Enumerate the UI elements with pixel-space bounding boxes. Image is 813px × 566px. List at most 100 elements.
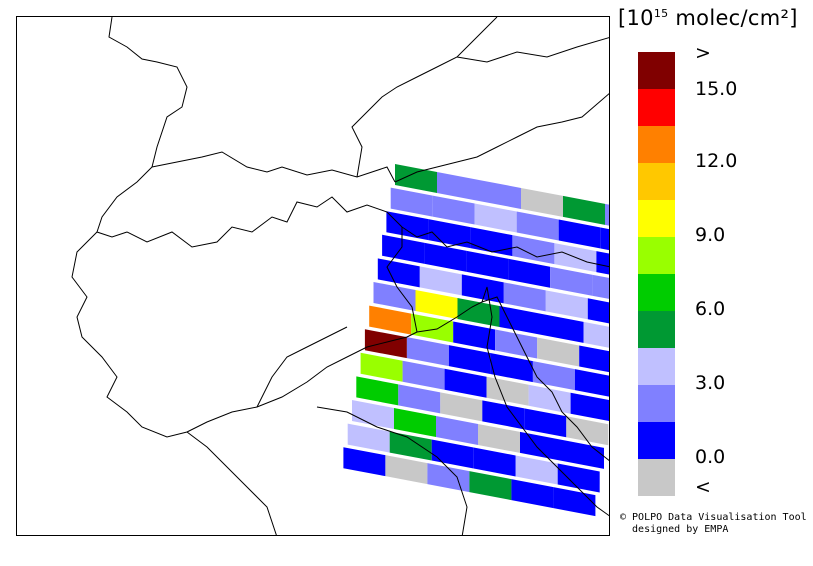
swath-pixel [461, 274, 504, 304]
border-emilia [316, 406, 468, 535]
legend-title-exponent: 15 [653, 7, 669, 20]
swath-pixel [427, 463, 470, 493]
border-swiss-south [126, 196, 403, 248]
swath-pixel [550, 266, 593, 296]
swath-pixel [436, 415, 478, 445]
legend-label: 12.0 [695, 150, 738, 172]
swath-pixel [508, 258, 551, 288]
swath-pixel [545, 290, 588, 320]
border-inland-1 [256, 326, 348, 408]
credit-text: © POLPO Data Visualisation Tool designed… [620, 512, 807, 536]
legend-swatch [638, 274, 675, 311]
swath-pixel [356, 376, 399, 406]
swath-pixel [347, 423, 390, 453]
border-inland-2 [386, 227, 418, 333]
swath-pixel [415, 289, 458, 319]
swath-pixel [479, 179, 521, 209]
swath-pixel [352, 400, 394, 429]
coast-adriatic-west [416, 286, 609, 517]
swath-pixel [389, 431, 432, 461]
swath-pixel [431, 439, 474, 469]
swath-pixel [490, 353, 533, 383]
legend-label: 9.0 [695, 224, 726, 246]
swath-pixel [448, 345, 491, 375]
legend-title: [1015 molec/cm²] [618, 6, 798, 30]
country-borders [71, 17, 609, 535]
swath-pixel [587, 298, 609, 324]
legend-swatch [638, 126, 675, 163]
legend-swatch [638, 163, 675, 200]
border-swiss-west [96, 166, 153, 238]
swath-pixel [592, 274, 609, 299]
swath-pixel [432, 195, 475, 225]
swath-pixel [596, 251, 609, 275]
swath-pixel [390, 187, 433, 217]
swath-pixel [440, 392, 483, 422]
swath-pixel [360, 352, 403, 382]
swath-pixel [470, 227, 513, 257]
border-czech [456, 37, 609, 63]
swath-pixel [343, 447, 386, 477]
swath-pixel [424, 242, 467, 272]
swath-pixel [516, 211, 559, 241]
swath-pixel [605, 203, 609, 226]
swath-pixel [385, 455, 428, 485]
swath-pixel [369, 305, 412, 335]
swath-pixel [406, 337, 449, 367]
legend-title-unit: molec/cm²] [668, 6, 798, 30]
swath-pixel [364, 329, 407, 359]
swath-pixel [566, 416, 609, 446]
border-swiss-north [151, 151, 396, 183]
swath-pixel [419, 266, 462, 296]
legend-swatch [638, 385, 675, 422]
coast-adriatic-east [481, 296, 609, 462]
swath-pixel [583, 321, 609, 348]
legend-swatch [638, 459, 675, 496]
legend-label: 15.0 [695, 78, 738, 100]
swath-pixel [444, 368, 487, 398]
legend-label: 3.0 [695, 372, 726, 394]
swath-pixel [398, 384, 441, 414]
swath-pixel [512, 235, 555, 265]
legend-label: 0.0 [695, 446, 726, 468]
swath-pixel [503, 282, 546, 312]
legend-swatch [638, 200, 675, 237]
legend-label: > [695, 42, 711, 64]
legend-swatch [638, 89, 675, 126]
swath-pixel [520, 431, 562, 461]
legend-swatch [638, 311, 675, 348]
swath-pixel [402, 360, 445, 390]
legend-swatch [638, 237, 675, 274]
legend-title-base: [10 [618, 6, 654, 30]
swath-pixel [521, 187, 563, 217]
swath-pixel [478, 423, 520, 453]
swath-pixel [515, 455, 558, 485]
swath-pixel [495, 329, 538, 359]
border-slovenia [401, 226, 609, 268]
credit-line-1: © POLPO Data Visualisation Tool [620, 512, 807, 523]
border-germany-north [351, 17, 498, 178]
swath-pixel [469, 471, 512, 501]
swath-pixel [528, 384, 571, 414]
swath-pixel [377, 258, 420, 288]
swath-pixel [600, 227, 609, 251]
credit-line-2: designed by EMPA [620, 524, 729, 535]
border-tuscany [186, 431, 277, 535]
swath-pixel [411, 313, 454, 343]
swath-pixel [395, 164, 437, 193]
swath-pixel [394, 407, 436, 437]
legend-label: 6.0 [695, 298, 726, 320]
legend-label: < [695, 476, 711, 498]
swath-pixel [511, 479, 554, 509]
swath-pixel [541, 313, 584, 343]
swath-pixel [499, 305, 542, 335]
coast-italy-north [186, 331, 418, 433]
swath-pixel [563, 195, 605, 225]
swath-pixel [382, 234, 425, 264]
map-panel [16, 16, 610, 536]
swath-pixel [466, 250, 509, 280]
no2-swath [343, 164, 609, 517]
swath-pixel [437, 171, 479, 201]
swath-pixel [537, 337, 580, 367]
swath-pixel [457, 297, 500, 327]
